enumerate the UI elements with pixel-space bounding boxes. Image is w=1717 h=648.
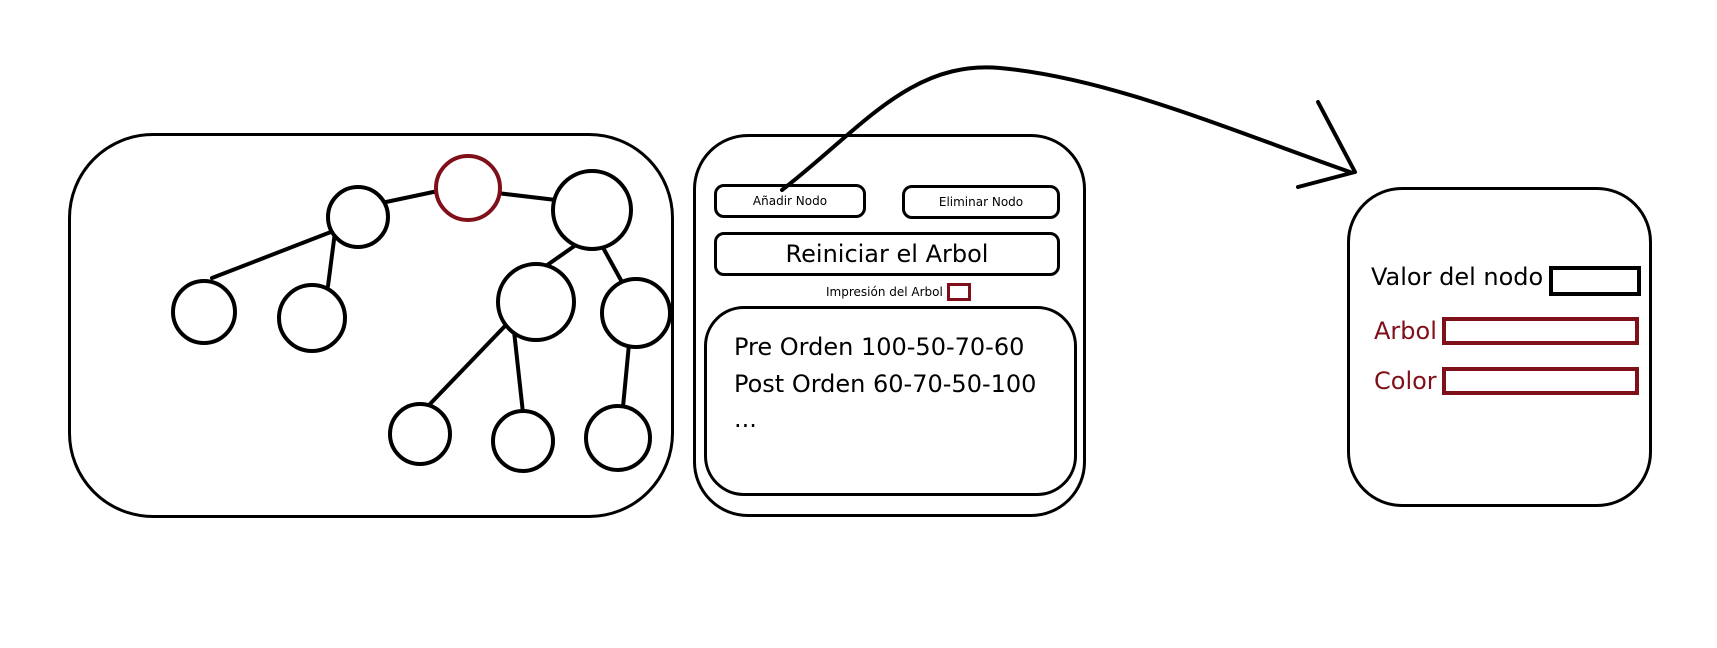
reset-tree-button[interactable]: Reiniciar el Arbol <box>714 232 1060 276</box>
output-line-postorder: Post Orden 60-70-50-100 <box>734 370 1037 398</box>
output-line-ellipsis: ... <box>734 405 757 433</box>
color-field-label: Color <box>1374 367 1437 395</box>
print-tree-label: Impresión del Arbol <box>826 285 943 299</box>
node-value-input[interactable] <box>1549 266 1641 296</box>
tree-canvas-panel[interactable] <box>68 133 674 518</box>
arrow-head <box>1296 100 1357 189</box>
node-form-panel <box>1347 187 1652 507</box>
color-input[interactable] <box>1442 367 1639 395</box>
node-value-label: Valor del nodo <box>1371 263 1544 291</box>
output-line-preorder: Pre Orden 100-50-70-60 <box>734 333 1025 361</box>
add-node-button[interactable]: Añadir Nodo <box>714 184 866 218</box>
traversal-output-box <box>704 306 1077 496</box>
tree-field-label: Arbol <box>1374 317 1437 345</box>
print-tree-checkbox[interactable] <box>947 283 971 301</box>
delete-node-button[interactable]: Eliminar Nodo <box>902 185 1060 219</box>
tree-input[interactable] <box>1442 317 1639 345</box>
